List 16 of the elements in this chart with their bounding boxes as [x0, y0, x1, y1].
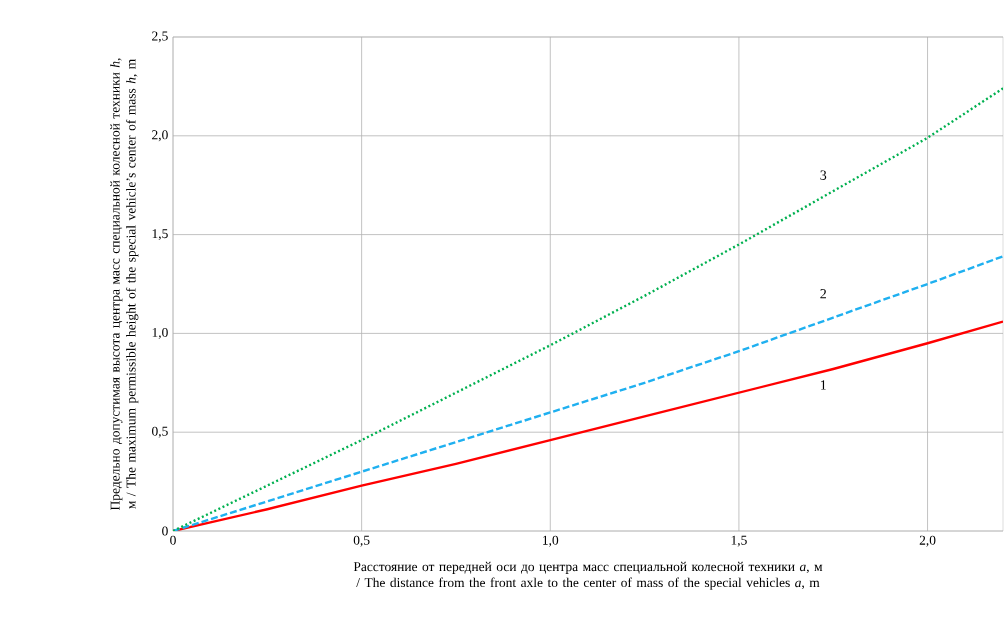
- y-tick-label: 2,0: [152, 130, 168, 142]
- series-label: 2: [820, 289, 826, 299]
- x-tick-label: 2,0: [919, 535, 936, 547]
- x-tick-label: 1,0: [543, 535, 559, 547]
- series-label: 3: [820, 170, 827, 180]
- y-tick-label: 1,0: [152, 327, 168, 339]
- x-tick-label: 0: [170, 535, 176, 545]
- series-label: 1: [821, 380, 826, 390]
- y-tick-label: 1,5: [152, 229, 168, 241]
- x-tick-label: 1,5: [731, 535, 747, 547]
- x-tick-label: 0,5: [353, 535, 370, 547]
- y-tick-label: 0: [162, 526, 168, 536]
- text: Расстояние от передней оси до центра масс специальной колесной техники a, м / The distance from the front axle to the center of mass of the special vehicles a, m: [353, 561, 823, 590]
- y-tick-label: 2,5: [152, 31, 168, 43]
- line-series: [173, 87, 1004, 531]
- y-tick-label: 0,5: [152, 426, 168, 438]
